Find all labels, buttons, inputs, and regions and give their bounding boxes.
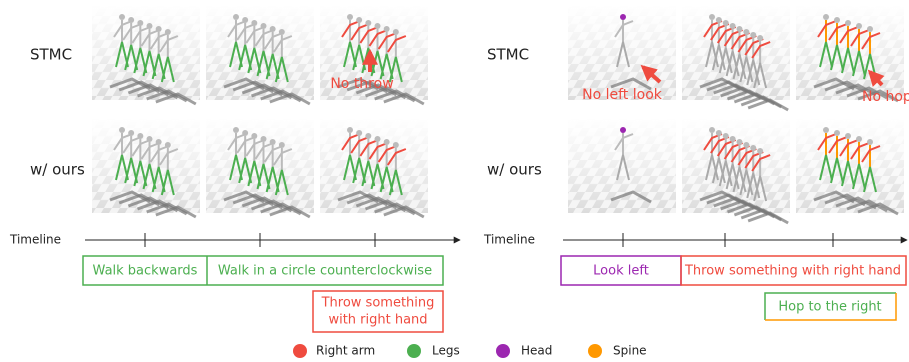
action-text: Walk in a circle counterclockwise: [218, 264, 432, 279]
skeleton-head: [128, 130, 134, 136]
legend-swatch: [407, 344, 421, 358]
skeleton-head: [393, 142, 399, 148]
skeleton-head: [730, 23, 736, 29]
legend-swatch: [496, 344, 510, 358]
skeleton-head: [347, 127, 353, 133]
skeleton-head: [242, 17, 248, 23]
skeleton-head: [730, 136, 736, 142]
annotation: No left look: [582, 87, 663, 103]
action-text: Walk backwards: [93, 264, 198, 279]
skeleton-head: [137, 133, 143, 139]
skeleton-head: [620, 127, 626, 133]
skeleton-head: [347, 14, 353, 20]
action-text: with right hand: [328, 313, 427, 328]
skeleton-head: [723, 20, 729, 26]
skeleton-head: [165, 142, 171, 148]
skeleton-head: [834, 17, 840, 23]
skeleton-head: [242, 130, 248, 136]
action-text: Look left: [593, 264, 649, 279]
skeleton-head: [867, 139, 873, 145]
skeleton-head: [365, 133, 371, 139]
skeleton-head: [709, 14, 715, 20]
skeleton-head: [233, 14, 239, 20]
skeleton-head: [147, 136, 153, 142]
timeline-label: Timeline: [483, 233, 535, 247]
skeleton-head: [823, 14, 829, 20]
skeleton-head: [279, 29, 285, 35]
skeleton-head: [365, 20, 371, 26]
skeleton-head: [834, 130, 840, 136]
figure: STMC w/ ours STMC w/ ours No throw No le…: [0, 0, 909, 362]
skeleton-head: [384, 26, 390, 32]
skeleton-head: [261, 136, 267, 142]
row-label: STMC: [487, 46, 529, 64]
skeleton-head: [384, 139, 390, 145]
skeleton-head: [251, 133, 257, 139]
image-panels: [92, 5, 904, 223]
legend-label: Head: [521, 344, 552, 358]
skeleton-head: [823, 127, 829, 133]
skeleton-head: [620, 14, 626, 20]
timeline-label: Timeline: [9, 233, 61, 247]
skeleton-head: [757, 148, 763, 154]
skeleton-head: [845, 20, 851, 26]
skeleton-head: [737, 26, 743, 32]
action-text: Throw something with right hand: [684, 264, 901, 279]
skeleton-head: [261, 23, 267, 29]
skeleton-head: [156, 139, 162, 145]
action-text: Throw something: [321, 296, 435, 311]
skeleton-head: [856, 23, 862, 29]
action-text: Hop to the right: [778, 300, 881, 315]
page: {"left": {"rows": ["STMC", "w/ ours"], "…: [0, 0, 909, 362]
annotation: No throw: [330, 76, 393, 92]
legend-label: Spine: [613, 344, 647, 358]
skeleton-head: [233, 127, 239, 133]
skeleton-head: [716, 17, 722, 23]
skeleton-head: [119, 127, 125, 133]
skeleton-head: [270, 26, 276, 32]
skeleton-head: [119, 14, 125, 20]
legend-label: Right arm: [316, 344, 375, 358]
annotation: No hop: [862, 89, 909, 105]
skeleton-head: [393, 29, 399, 35]
skeleton-head: [270, 139, 276, 145]
skeleton-head: [867, 26, 873, 32]
skeleton-head: [128, 17, 134, 23]
skeleton-head: [147, 23, 153, 29]
skeleton-head: [709, 127, 715, 133]
skeleton-head: [356, 130, 362, 136]
skeleton-head: [716, 130, 722, 136]
skeleton-head: [723, 133, 729, 139]
skeleton-head: [750, 32, 756, 38]
skeleton-head: [743, 29, 749, 35]
legend-swatch: [588, 344, 602, 358]
skeleton-head: [845, 133, 851, 139]
skeleton-head: [165, 29, 171, 35]
skeleton-head: [743, 142, 749, 148]
skeleton-head: [356, 17, 362, 23]
skeleton-head: [375, 136, 381, 142]
skeleton-head: [757, 35, 763, 41]
skeleton-head: [251, 20, 257, 26]
skeleton-head: [156, 26, 162, 32]
row-label: w/ ours: [487, 161, 542, 179]
legend-label: Legs: [432, 344, 460, 358]
skeleton-head: [750, 145, 756, 151]
legend-swatch: [293, 344, 307, 358]
skeleton-head: [737, 139, 743, 145]
row-label: w/ ours: [30, 161, 85, 179]
skeleton-head: [375, 23, 381, 29]
skeleton-head: [137, 20, 143, 26]
skeleton-head: [279, 142, 285, 148]
skeleton-head: [856, 136, 862, 142]
row-label: STMC: [30, 46, 72, 64]
